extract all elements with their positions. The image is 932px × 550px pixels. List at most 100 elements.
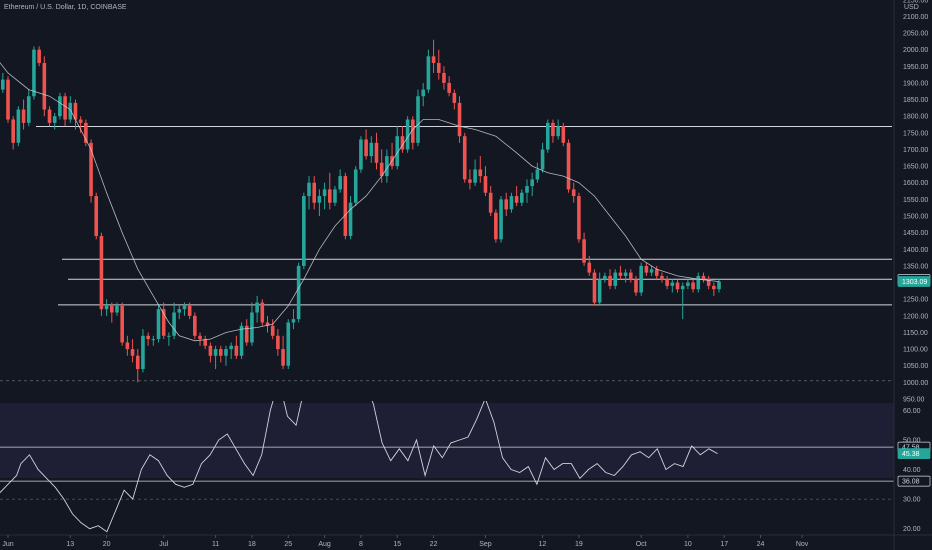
candle-up — [597, 279, 602, 303]
candle-up — [686, 282, 690, 286]
time-tick-label: Oct — [636, 541, 647, 548]
candle-up — [613, 272, 618, 286]
rsi-tick-label: 40.00 — [903, 467, 921, 474]
candle-up — [540, 149, 545, 170]
rsi-tag-label: 47.58 — [902, 445, 920, 452]
rsi-band — [0, 403, 894, 478]
rsi-tag-box — [897, 475, 931, 487]
rsi-tick-label: 50.00 — [903, 437, 921, 444]
candle-up — [473, 169, 477, 183]
candle-up — [603, 275, 607, 280]
price-tick-label: 1350.00 — [903, 263, 928, 270]
candle-up — [369, 142, 374, 157]
price-tick-label: 1800.00 — [903, 114, 928, 121]
candle-up — [32, 49, 36, 97]
candle-up — [213, 349, 218, 356]
price-tick-label: 1200.00 — [903, 313, 928, 320]
price-tick-label: 1450.00 — [903, 230, 928, 237]
candle-up — [322, 189, 327, 197]
candle-down — [84, 122, 88, 143]
candle-down — [125, 342, 130, 350]
rsi-tick-label: 60.00 — [903, 408, 921, 415]
time-tick-label: Sep — [479, 541, 492, 548]
candle-down — [468, 179, 472, 183]
candle-up — [530, 179, 534, 187]
candle-up — [623, 272, 628, 276]
price-tick-label: 1650.00 — [903, 164, 928, 171]
candle-down — [21, 109, 26, 123]
candle-up — [302, 196, 306, 266]
rsi-tag-box — [897, 448, 931, 459]
candle-down — [442, 72, 446, 83]
candle-down — [130, 349, 135, 356]
time-tick-label: 13 — [66, 541, 74, 548]
time-tick-label: Aug — [318, 541, 331, 548]
candle-down — [208, 345, 213, 356]
candle-down — [193, 315, 197, 336]
moving-average-line — [0, 62, 720, 342]
candle-up — [58, 96, 62, 117]
rsi-tag-label: 45.38 — [902, 451, 920, 458]
candle-up — [545, 122, 550, 150]
candle-down — [654, 269, 659, 276]
candle-down — [364, 139, 368, 157]
candle-down — [457, 102, 462, 137]
candle-up — [416, 96, 420, 143]
candle-down — [571, 189, 576, 197]
candle-down — [514, 196, 519, 203]
time-tick-label: 19 — [575, 541, 583, 548]
candle-up — [177, 309, 182, 313]
candle-down — [343, 176, 348, 236]
candle-down — [146, 335, 150, 340]
price-tick-label: 1250.00 — [903, 297, 928, 304]
candle-down — [411, 119, 415, 143]
rsi-tick-label: 20.00 — [903, 526, 921, 533]
price-tick-label: 1700.00 — [903, 147, 928, 154]
candle-up — [1, 79, 5, 90]
candle-down — [260, 302, 265, 323]
candle-down — [110, 305, 114, 313]
time-tick-label: 22 — [430, 541, 438, 548]
candle-down — [47, 109, 52, 123]
candle-down — [234, 345, 239, 356]
price-tag-box — [897, 276, 931, 287]
candle-up — [717, 281, 721, 290]
price-tick-label: 1500.00 — [903, 214, 928, 221]
candle-down — [629, 272, 633, 280]
candle-down — [400, 136, 405, 150]
price-tick-label: 1050.00 — [903, 363, 928, 370]
candle-down — [265, 322, 270, 326]
candle-up — [421, 89, 425, 97]
candle-down — [447, 82, 451, 93]
price-tick-label: 1400.00 — [903, 247, 928, 254]
candle-down — [63, 96, 67, 120]
candle-up — [395, 136, 400, 167]
rsi-tick-label: 30.00 — [903, 497, 921, 504]
candle-down — [327, 189, 332, 203]
candle-down — [462, 136, 467, 180]
time-tick-label: 18 — [248, 541, 256, 548]
candle-down — [135, 355, 140, 370]
candle-up — [250, 312, 254, 343]
candle-up — [359, 139, 363, 170]
candle-down — [6, 79, 10, 120]
candle-down — [478, 169, 483, 177]
candle-up — [16, 109, 21, 143]
time-tick-label: 10 — [684, 541, 692, 548]
candle-up — [104, 305, 109, 310]
candle-down — [244, 325, 249, 343]
time-tick-label: 8 — [359, 541, 363, 548]
symbol-title: Ethereum / U.S. Dollar, 1D, COINBASE — [4, 4, 127, 11]
candle-down — [218, 349, 223, 356]
candle-down — [11, 119, 15, 143]
candle-down — [203, 339, 208, 346]
price-tick-label: 1750.00 — [903, 130, 928, 137]
candle-up — [348, 202, 353, 236]
time-tick-label: 15 — [393, 541, 401, 548]
candle-up — [696, 275, 701, 290]
candle-down — [431, 56, 436, 63]
price-tick-label: 2100.00 — [903, 14, 928, 21]
candle-down — [312, 182, 317, 203]
time-tick-label: 17 — [720, 541, 728, 548]
